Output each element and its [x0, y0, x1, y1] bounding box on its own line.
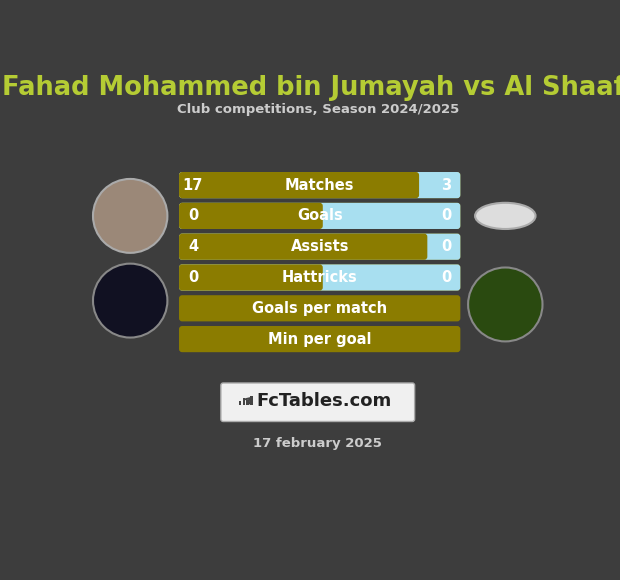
- Text: Goals: Goals: [297, 208, 343, 223]
- Text: 0: 0: [441, 239, 451, 254]
- FancyBboxPatch shape: [221, 383, 415, 422]
- FancyBboxPatch shape: [179, 234, 460, 260]
- FancyBboxPatch shape: [179, 172, 419, 198]
- Bar: [242, 398, 245, 405]
- Text: Min per goal: Min per goal: [268, 332, 371, 347]
- Text: 3: 3: [441, 177, 451, 193]
- Circle shape: [468, 267, 542, 342]
- FancyBboxPatch shape: [179, 234, 460, 260]
- Ellipse shape: [475, 203, 536, 229]
- Text: Goals per match: Goals per match: [252, 301, 388, 316]
- Text: FcTables.com: FcTables.com: [256, 392, 392, 409]
- Text: 4: 4: [188, 239, 198, 254]
- Text: 0: 0: [441, 270, 451, 285]
- Bar: [182, 237, 424, 257]
- Text: 0: 0: [441, 208, 451, 223]
- Bar: [247, 400, 249, 405]
- Text: Matches: Matches: [285, 177, 355, 193]
- Circle shape: [93, 264, 167, 338]
- FancyBboxPatch shape: [179, 172, 460, 198]
- Text: Club competitions, Season 2024/2025: Club competitions, Season 2024/2025: [177, 103, 459, 116]
- Bar: [182, 267, 320, 288]
- FancyBboxPatch shape: [179, 172, 460, 198]
- Text: 17: 17: [183, 177, 203, 193]
- Text: 0: 0: [188, 208, 198, 223]
- Bar: [250, 396, 253, 405]
- FancyBboxPatch shape: [179, 203, 460, 229]
- Bar: [182, 206, 320, 226]
- FancyBboxPatch shape: [179, 264, 323, 291]
- FancyBboxPatch shape: [179, 326, 460, 352]
- Text: 0: 0: [188, 270, 198, 285]
- Bar: [182, 175, 416, 195]
- FancyBboxPatch shape: [179, 295, 460, 321]
- Text: Hattricks: Hattricks: [282, 270, 358, 285]
- Circle shape: [93, 179, 167, 253]
- Bar: [239, 401, 241, 405]
- Text: Assists: Assists: [290, 239, 349, 254]
- Text: 17 february 2025: 17 february 2025: [254, 437, 382, 450]
- FancyBboxPatch shape: [179, 264, 460, 291]
- FancyBboxPatch shape: [179, 203, 323, 229]
- FancyBboxPatch shape: [179, 234, 427, 260]
- FancyBboxPatch shape: [179, 203, 460, 229]
- Text: Fahad Mohammed bin Jumayah vs Al Shaafi: Fahad Mohammed bin Jumayah vs Al Shaafi: [2, 75, 620, 101]
- FancyBboxPatch shape: [179, 264, 460, 291]
